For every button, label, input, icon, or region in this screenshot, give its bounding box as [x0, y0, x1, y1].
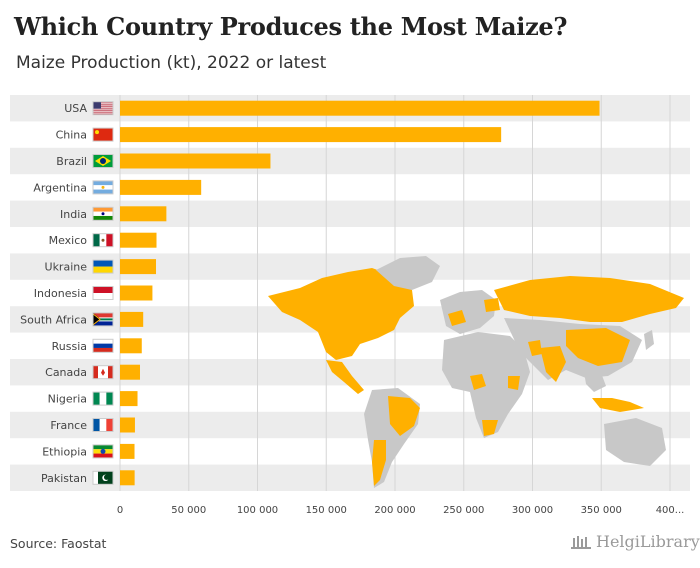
indonesia-flag-icon	[92, 286, 114, 300]
map-nigeria	[470, 374, 486, 390]
usa-flag-icon	[92, 101, 114, 116]
bar	[120, 232, 157, 248]
russia-flag-icon	[92, 338, 114, 353]
map-pakistan	[528, 340, 542, 356]
map-southeast-asia	[584, 370, 606, 392]
map-north-america	[268, 268, 414, 360]
india-flag-icon	[92, 206, 114, 221]
category-label: Brazil	[56, 155, 87, 168]
map-argentina	[372, 440, 386, 486]
x-tick-label: 400...	[656, 505, 685, 516]
france-flag-icon	[92, 418, 114, 432]
map-china	[566, 328, 630, 366]
brazil-flag-icon	[92, 154, 114, 168]
map-japan	[644, 330, 654, 350]
map-africa	[442, 332, 530, 438]
ethiopia-flag-icon	[92, 444, 114, 459]
argentina-flag-icon	[92, 180, 114, 195]
bar	[120, 127, 502, 143]
nigeria-flag-icon	[92, 391, 114, 406]
category-label: France	[50, 419, 87, 432]
category-label: Ukraine	[45, 261, 88, 274]
bars	[120, 100, 600, 486]
bar	[120, 391, 138, 407]
map-france	[448, 310, 466, 326]
x-tick-label: 50 000	[171, 505, 206, 516]
map-south-africa	[482, 420, 498, 436]
map-india	[540, 346, 566, 382]
logo-text: HelgiLibrary	[596, 532, 700, 551]
map-ethiopia	[508, 376, 520, 390]
category-label: Canada	[45, 366, 87, 379]
x-axis-tick-labels: 0 50 000 100 000 150 000 200 000 250 000 300 0…	[117, 505, 685, 516]
bar	[120, 153, 271, 169]
canada-flag-icon	[92, 365, 114, 380]
mexico-flag-icon	[92, 233, 114, 248]
category-label: India	[60, 208, 87, 221]
x-tick-label: 100 000	[237, 505, 278, 516]
bar	[120, 470, 135, 486]
page-subtitle: Maize Production (kt), 2022 or latest	[16, 53, 327, 73]
x-tick-label: 200 000	[374, 505, 415, 516]
bar	[120, 179, 202, 195]
map-greenland	[376, 256, 440, 290]
world-map	[268, 256, 684, 488]
category-label: Indonesia	[34, 287, 87, 300]
page-title: Which Country Produces the Most Maize?	[14, 12, 568, 41]
bar	[120, 259, 157, 275]
category-label: Pakistan	[41, 472, 87, 485]
x-tick-label: 150 000	[306, 505, 347, 516]
category-label: Russia	[52, 340, 87, 353]
map-brazil	[388, 396, 420, 436]
chart: USA China Brazil Argentina India Mexico Ukrain…	[10, 95, 690, 516]
x-tick-label: 250 000	[443, 505, 484, 516]
china-flag-icon	[92, 127, 114, 142]
category-label: Ethiopia	[42, 445, 87, 458]
south-africa-flag-icon	[92, 312, 114, 327]
x-tick-label: 300 000	[512, 505, 553, 516]
bar	[120, 417, 135, 433]
library-building-icon	[571, 535, 591, 549]
map-indonesia	[592, 398, 644, 412]
category-label: USA	[64, 102, 87, 115]
pakistan-flag-icon	[92, 470, 114, 485]
category-label: South Africa	[20, 313, 87, 326]
source-note: Source: Faostat	[10, 536, 107, 551]
map-ukraine	[484, 298, 500, 312]
category-label: Nigeria	[48, 393, 87, 406]
category-labels: USA China Brazil Argentina India Mexico Ukrain…	[20, 102, 87, 485]
map-australia	[604, 418, 666, 466]
category-label: Mexico	[49, 234, 88, 247]
helgi-library-logo[interactable]: HelgiLibrary	[570, 532, 700, 551]
bar	[120, 206, 167, 222]
bar	[120, 100, 600, 116]
category-label: Argentina	[33, 181, 87, 194]
ukraine-flag-icon	[92, 259, 114, 274]
x-tick-label: 350 000	[581, 505, 622, 516]
bar	[120, 364, 140, 380]
bar	[120, 311, 144, 327]
bar	[120, 338, 142, 354]
map-russia	[494, 276, 684, 322]
category-label: China	[56, 129, 87, 142]
bar	[120, 443, 135, 459]
country-flags	[92, 101, 114, 485]
x-tick-label: 0	[117, 505, 123, 516]
map-central-america	[326, 360, 364, 394]
bar	[120, 285, 153, 301]
